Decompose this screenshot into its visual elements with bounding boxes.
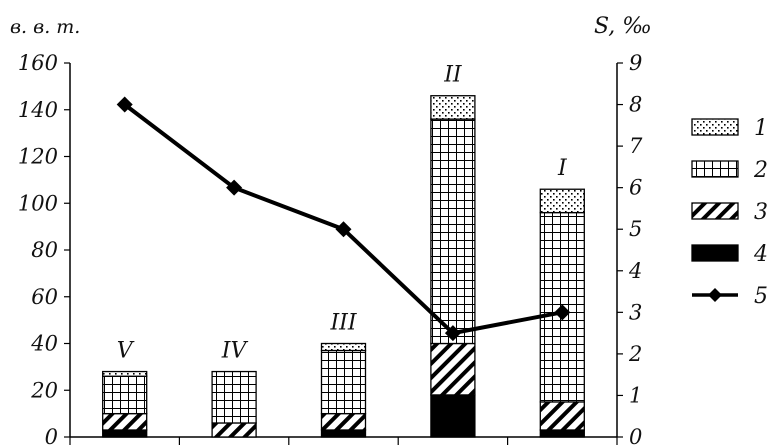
line-point	[444, 325, 461, 342]
bar-segment-4	[430, 394, 476, 438]
y-right-tick-label: 9	[629, 51, 642, 75]
category-label: II	[443, 63, 463, 88]
y-left-tick-label: 20	[30, 378, 58, 402]
y-right-tick-label: 5	[629, 217, 642, 241]
y-right-tick-label: 1	[629, 383, 642, 407]
y-right-tick-label: 0	[629, 425, 642, 447]
y-left-tick-label: 140	[18, 98, 58, 122]
bar-segment-3	[430, 342, 476, 396]
axes: 0 20 40 60 80 100 120 140 160 0 1 2 3 4 5 6 7 8 9 в. в. т. S…	[10, 14, 652, 447]
bar-segment-2	[430, 118, 476, 345]
y-left-axis-label: в. в. т.	[10, 16, 80, 38]
bar-segment-1	[539, 188, 585, 214]
y-right-tick-label: 4	[628, 259, 642, 283]
legend-label: 2	[753, 158, 768, 183]
line-series-5	[123, 102, 563, 336]
category-label: IV	[221, 339, 249, 364]
bar-segment-3	[211, 422, 257, 438]
line-point	[226, 179, 243, 196]
y-left-tick-label: 80	[31, 238, 58, 262]
bar-segment-4	[539, 429, 585, 438]
legend: 1 2 3 4 5	[691, 116, 768, 309]
y-right-tick-label: 3	[629, 300, 642, 324]
category-label: V	[117, 339, 135, 364]
bar-segment-1	[102, 370, 148, 377]
bar-segment-3	[539, 401, 585, 431]
line-point	[554, 304, 571, 321]
bar-segment-2	[320, 349, 367, 415]
legend-label: 3	[754, 200, 768, 225]
bars	[102, 95, 585, 438]
y-left-tick-label: 60	[31, 285, 58, 309]
bar-segment-4	[320, 429, 367, 438]
bar-segment-1	[320, 342, 367, 352]
legend-swatch-4	[691, 244, 739, 262]
line-series	[116, 96, 571, 342]
y-left-tick-label: 160	[18, 51, 58, 75]
bar-segment-4	[102, 429, 148, 438]
y-right-axis-label: S, ‰	[594, 14, 652, 39]
y-left-tick-label: 100	[18, 191, 58, 215]
bar-segment-3	[102, 412, 148, 431]
y-right-tick-label: 6	[629, 176, 642, 200]
legend-label: 4	[753, 242, 768, 267]
legend-label: 5	[754, 284, 768, 309]
legend-swatch-2	[691, 160, 739, 178]
bar-segment-1	[430, 95, 476, 120]
y-left-tick-label: 40	[30, 332, 58, 356]
legend-marker-5	[708, 288, 722, 302]
line-point	[116, 96, 133, 113]
bar-segment-2	[211, 370, 257, 424]
y-left-tick-label: 120	[18, 145, 58, 169]
y-right-tick-label: 2	[628, 342, 642, 366]
category-label: III	[329, 311, 357, 336]
y-right-tick-label: 8	[629, 93, 642, 117]
bar-segment-3	[320, 412, 367, 431]
y-right-tick-label: 7	[629, 134, 643, 158]
bar-segment-2	[102, 375, 148, 415]
category-label: I	[557, 156, 568, 181]
legend-swatch-1	[691, 118, 739, 136]
legend-swatch-3	[691, 202, 739, 220]
y-left-tick-label: 0	[45, 425, 58, 447]
line-point	[335, 221, 352, 238]
legend-label: 1	[754, 116, 768, 141]
